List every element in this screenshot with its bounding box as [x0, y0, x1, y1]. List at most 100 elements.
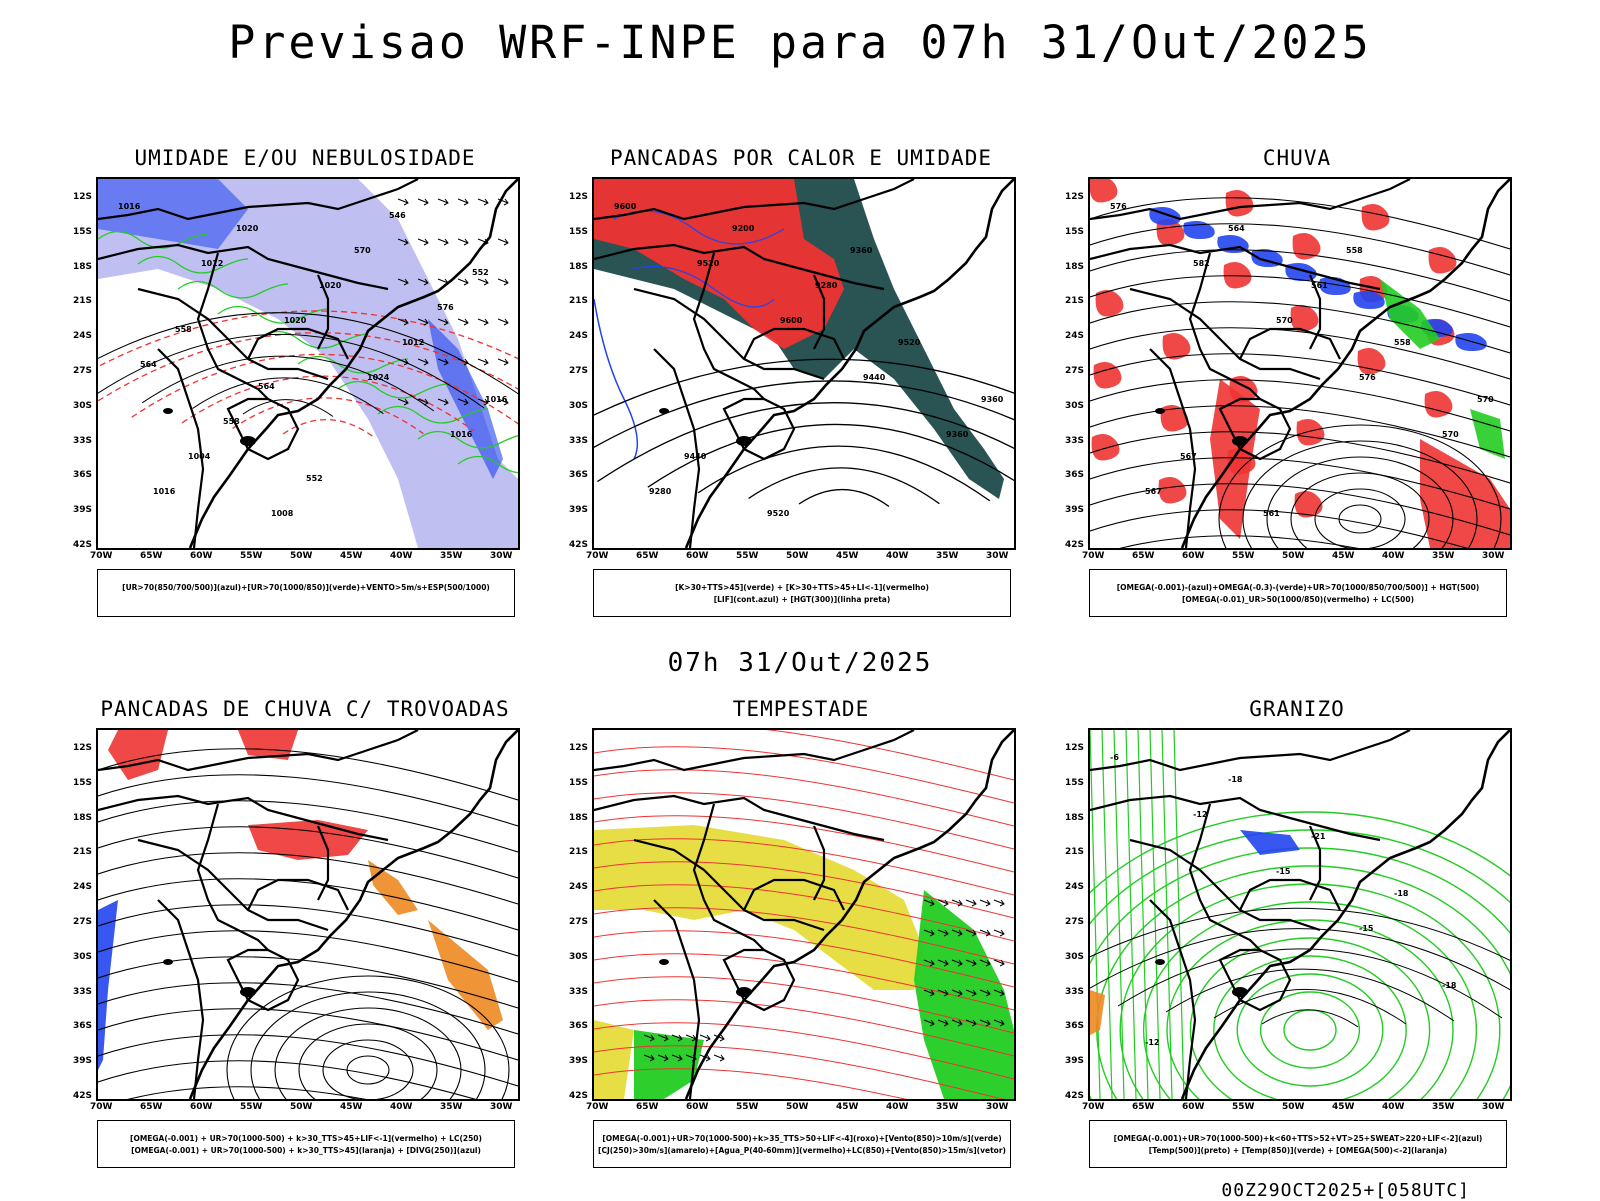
lat-tick-label: 15S: [72, 777, 92, 788]
lat-tick-label: 18S: [1064, 812, 1084, 823]
country-border: [1090, 179, 1411, 221]
streamline: [98, 956, 518, 1009]
map-granizo[interactable]: -6 -12 -15 -15 -18 -12 -18 -21 -18: [1088, 728, 1512, 1101]
lon-tick-label: 40W: [886, 551, 909, 561]
wind-vector: [937, 959, 949, 967]
country-border: [1090, 243, 1381, 291]
lat-tick-label: 36S: [72, 1021, 92, 1032]
country-border: [594, 730, 915, 772]
contour-label: -12: [1145, 1038, 1159, 1047]
coastline: [188, 730, 518, 1099]
country-border: [1129, 287, 1321, 381]
lake-shape: [1155, 959, 1165, 965]
contour-line: [141, 355, 435, 412]
streamline-vortex: [1242, 440, 1478, 548]
lon-tick-label: 30W: [986, 551, 1009, 561]
wind-vector: [993, 959, 1005, 967]
wind-vector: [937, 1019, 949, 1027]
humidity-contour-green: [137, 255, 249, 274]
legend-line: [CJ(250)>30m/s](amarelo)+[Agua_P(40-60mm…: [598, 1146, 1006, 1155]
lon-tick-label: 45W: [340, 1102, 363, 1112]
map-pancadas-calor[interactable]: 9600 9520 9600 9440 9360 9280 9200 9280 9520 9360…: [592, 177, 1016, 550]
country-border: [137, 838, 329, 932]
country-border: [196, 803, 269, 951]
contour-line: [242, 399, 334, 417]
contour-label: 570: [1477, 395, 1494, 404]
lat-tick-label: 30S: [568, 951, 588, 962]
wind-vector: [437, 238, 449, 246]
temp-500-contour: [1090, 928, 1510, 991]
contour-line: [232, 397, 424, 435]
rain-area-blue: [1455, 333, 1487, 351]
panel-title-trovoadas: PANCADAS DE CHUVA C/ TROVOADAS: [100, 697, 510, 721]
lon-tick-label: 60W: [190, 1102, 213, 1112]
wind-vector: [457, 278, 469, 286]
map-chuva[interactable]: 576 582 570 576 570 567 564 561 558 570 567 561 558: [1088, 177, 1512, 550]
contour-label: 1020: [284, 316, 307, 325]
lif-contour-blue: [633, 266, 775, 308]
humidity-area-blue: [98, 179, 518, 548]
map-umidade[interactable]: 1016 1012 1020 1024 1016 1016 1020 1020 1012 1016…: [96, 177, 520, 550]
wind-vector: [397, 358, 409, 366]
contour-label: 1012: [402, 338, 424, 347]
lat-tick-label: 18S: [72, 261, 92, 272]
lake-shape: [736, 436, 752, 446]
lat-tick-label: 30S: [1064, 400, 1084, 411]
temp-850-contour: [1090, 847, 1510, 1099]
contour-label: 564: [140, 360, 157, 369]
country-border: [1188, 252, 1261, 400]
contour-label: -15: [1359, 924, 1374, 933]
lat-tick-label: 27S: [1064, 366, 1084, 376]
lon-tick-label: 35W: [1432, 1102, 1455, 1112]
wind-vector: [937, 989, 949, 997]
map-trovoadas[interactable]: [96, 728, 520, 1101]
contour-label: 582: [1193, 259, 1210, 268]
wind-vector: [477, 398, 489, 406]
temp-850-contour: [1283, 1009, 1337, 1051]
contour-line: [181, 375, 475, 432]
lon-tick-label: 45W: [340, 551, 363, 561]
lat-tick-label: 24S: [1064, 331, 1084, 342]
contour-label: 558: [223, 417, 240, 426]
contour-label: 9360: [850, 246, 873, 255]
wind-vector: [979, 989, 991, 997]
lat-tick-label: 42S: [72, 1091, 92, 1101]
wind-vector: [457, 398, 469, 406]
contour-label: 561: [1311, 281, 1328, 290]
wind-vector: [671, 1054, 683, 1062]
legend-line: [OMEGA(-0.001)+UR>70(1000-500)+k>35_TTS>…: [602, 1134, 1002, 1143]
wind-850-green: [634, 1030, 704, 1099]
contour-line: [98, 332, 518, 402]
rain-area-red: [1223, 261, 1252, 289]
country-border: [196, 252, 269, 400]
rain-area-red: [1296, 418, 1325, 446]
contour-label: 1016: [485, 395, 508, 404]
streamline: [1090, 223, 1510, 276]
lat-tick-label: 42S: [72, 540, 92, 550]
contour-label: 558: [175, 325, 192, 334]
lake-shape: [240, 436, 256, 446]
lon-tick-label: 55W: [736, 1102, 759, 1112]
wind-850-green: [914, 890, 1014, 1099]
lat-axis: 12S 15S 18S 21S 24S 27S 30S 33S 36S 39S 42S: [66, 177, 92, 550]
country-border: [633, 287, 825, 381]
contour-label: 561: [1263, 509, 1280, 518]
rain-area-red: [1160, 404, 1189, 432]
lat-tick-label: 39S: [1064, 505, 1084, 516]
country-border: [594, 179, 915, 221]
contour-label: 1016: [118, 202, 141, 211]
rain-area-red: [1158, 476, 1187, 504]
map-tempestade[interactable]: [592, 728, 1016, 1101]
contour-label: 576: [1359, 373, 1376, 382]
lif-contour-blue: [594, 298, 639, 460]
rain-area-red: [1095, 289, 1124, 317]
lat-tick-label: 30S: [568, 400, 588, 411]
lake-shape: [163, 408, 173, 414]
legend-tempestade: [OMEGA(-0.001)+UR>70(1000-500)+k>35_TTS>…: [593, 1120, 1011, 1168]
legend-line: [UR>70(850/700/500)](azul)+[UR>70(1000/8…: [122, 583, 490, 592]
contour-label: 570: [354, 246, 371, 255]
streamline-vortex: [1218, 424, 1502, 548]
legend-line: [OMEGA(-0.001) + UR>70(1000-500) + k>30_…: [130, 1134, 482, 1143]
temp-850-contour: [1236, 973, 1384, 1087]
lat-tick-label: 12S: [568, 192, 588, 202]
